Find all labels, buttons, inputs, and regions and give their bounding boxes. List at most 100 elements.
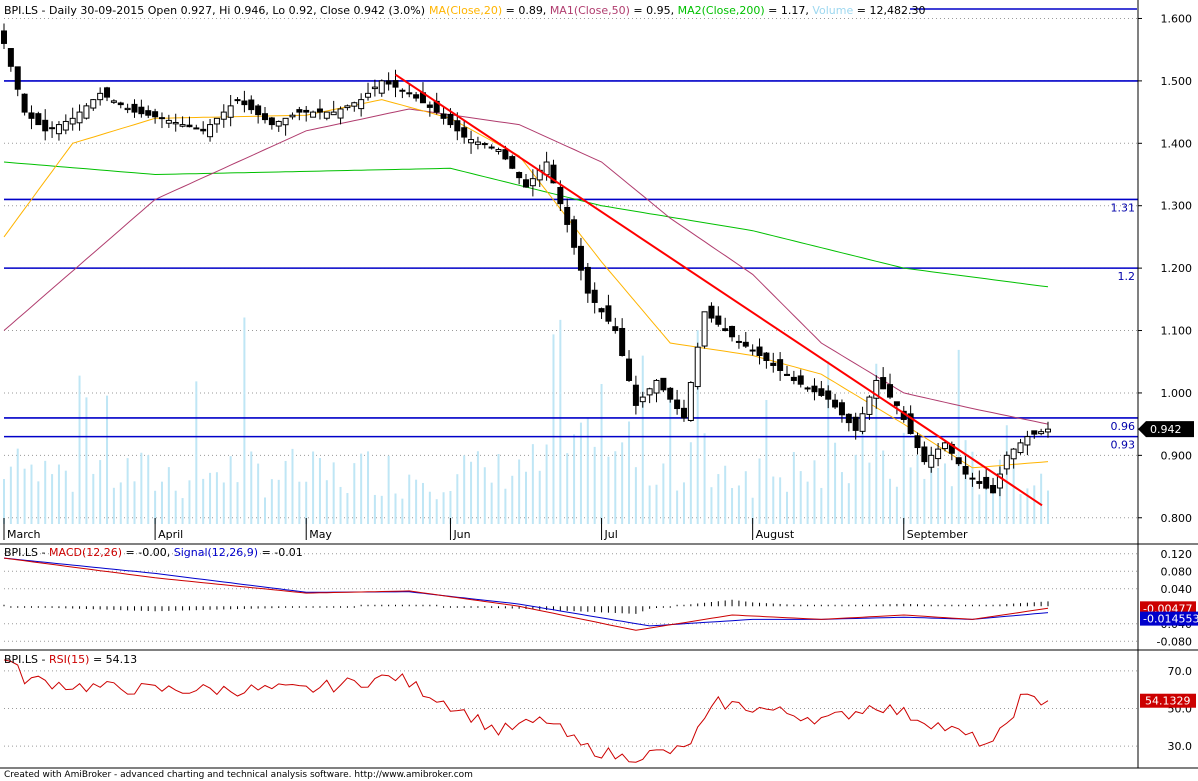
candle-up [935, 448, 942, 460]
candle-up [76, 111, 83, 124]
volume-legend-value: = 12,482.30 [853, 4, 925, 17]
candle-down [447, 113, 454, 126]
ma20-legend: MA(Close,20) [429, 4, 502, 17]
candle-down [509, 156, 516, 169]
candle-up [495, 149, 502, 152]
level-label: 0.93 [1111, 439, 1136, 452]
candle-down [21, 93, 28, 113]
candle-up [1010, 448, 1017, 460]
candle-up [275, 120, 282, 127]
candle-down [969, 477, 976, 480]
candle-down [406, 92, 413, 95]
candle-up [289, 114, 296, 118]
candle-up [646, 388, 653, 396]
candle-up [859, 413, 866, 432]
candle-up [687, 382, 694, 421]
last-close-tag [1138, 421, 1194, 438]
candle-down [14, 66, 21, 90]
ma20-legend-value: = 0.89, [502, 4, 550, 17]
candle-down [413, 94, 420, 99]
candle-up [172, 121, 179, 125]
month-label: Jul [604, 528, 618, 541]
candle-up [399, 89, 406, 92]
candle-up [365, 92, 372, 98]
candle-up [1045, 428, 1051, 433]
ma20-line [3, 99, 1049, 469]
ma200-legend: MA2(Close,200) [678, 4, 765, 17]
candle-up [62, 120, 69, 131]
candle-down [591, 289, 598, 303]
candle-down [893, 401, 900, 406]
candle-up [1003, 454, 1010, 470]
candle-down [303, 109, 310, 113]
rsi-legend-value: = 54.13 [89, 653, 137, 666]
candle-down [742, 341, 749, 347]
candle-up [1024, 436, 1031, 446]
macd-legend-value: = -0.00, [122, 546, 174, 559]
candle-down [152, 111, 159, 118]
price-header-prefix: BPI.LS - Daily 30-09-2015 Open 0.927, Hi… [4, 4, 425, 17]
candle-down [921, 446, 928, 463]
rsi-layer [3, 659, 1049, 763]
candle-up [1038, 431, 1045, 435]
candle-up [323, 111, 330, 119]
candle-up [474, 141, 481, 145]
candle-down [784, 373, 790, 376]
candle-down [756, 346, 763, 356]
candle-down [852, 416, 859, 431]
ma50-legend: MA1(Close,50) [550, 4, 630, 17]
candle-down [632, 384, 639, 406]
candle-down [907, 413, 914, 435]
candle-down [626, 358, 633, 381]
candle-up [804, 387, 811, 390]
candle-down [667, 387, 674, 400]
candle-down [825, 390, 832, 400]
candle-up [866, 396, 873, 415]
footer-credit: Created with AmiBroker - advanced charti… [4, 770, 473, 780]
candle-down [158, 117, 165, 120]
candle-up [124, 107, 131, 111]
candle-down [763, 352, 770, 361]
candle-down [104, 87, 111, 98]
price-y-tick-label: 0.800 [1161, 512, 1193, 525]
candle-down [845, 413, 852, 424]
candle-up [90, 99, 97, 109]
candle-down [248, 99, 255, 111]
candle-down [564, 206, 571, 225]
ma50-legend-value: = 0.95, [630, 4, 678, 17]
price-y-tick-label: 1.300 [1161, 200, 1193, 213]
candle-up [213, 117, 220, 125]
candle-up [83, 105, 90, 119]
candle-down [481, 143, 488, 146]
month-label: March [7, 528, 41, 541]
candle-down [316, 108, 323, 113]
candle-down [42, 119, 49, 132]
levels-layer: 1.31 1.2 0.96 0.93 [4, 8, 1138, 452]
candle-down [770, 362, 777, 366]
level-label: 0.96 [1111, 420, 1136, 433]
candle-up [337, 108, 344, 119]
candle-down [612, 326, 619, 332]
candle-down [729, 325, 736, 338]
candle-down [880, 377, 887, 390]
ma50-line [3, 108, 1049, 425]
candle-down [145, 110, 152, 116]
candle-down [35, 113, 42, 126]
candle-down [385, 80, 392, 85]
candle-up [344, 105, 351, 109]
price-y-tick-label: 1.600 [1161, 12, 1193, 25]
macd-y-tick-label: 0.120 [1161, 548, 1193, 561]
candle-up [234, 99, 241, 102]
candle-down [49, 127, 56, 130]
candle-down [811, 385, 818, 393]
price-y-tick-label: 1.000 [1161, 387, 1193, 400]
candle-down [955, 457, 962, 465]
rsi-pane-header: BPI.LS - RSI(15) = 54.13 [4, 653, 137, 666]
macd-y-tick-label: -0.080 [1157, 635, 1192, 648]
candle-up [653, 379, 660, 394]
rsi-line [3, 659, 1049, 763]
candle-up [735, 340, 742, 343]
price-y-tick-label: 1.200 [1161, 262, 1193, 275]
rsi-legend: RSI(15) [49, 653, 89, 666]
